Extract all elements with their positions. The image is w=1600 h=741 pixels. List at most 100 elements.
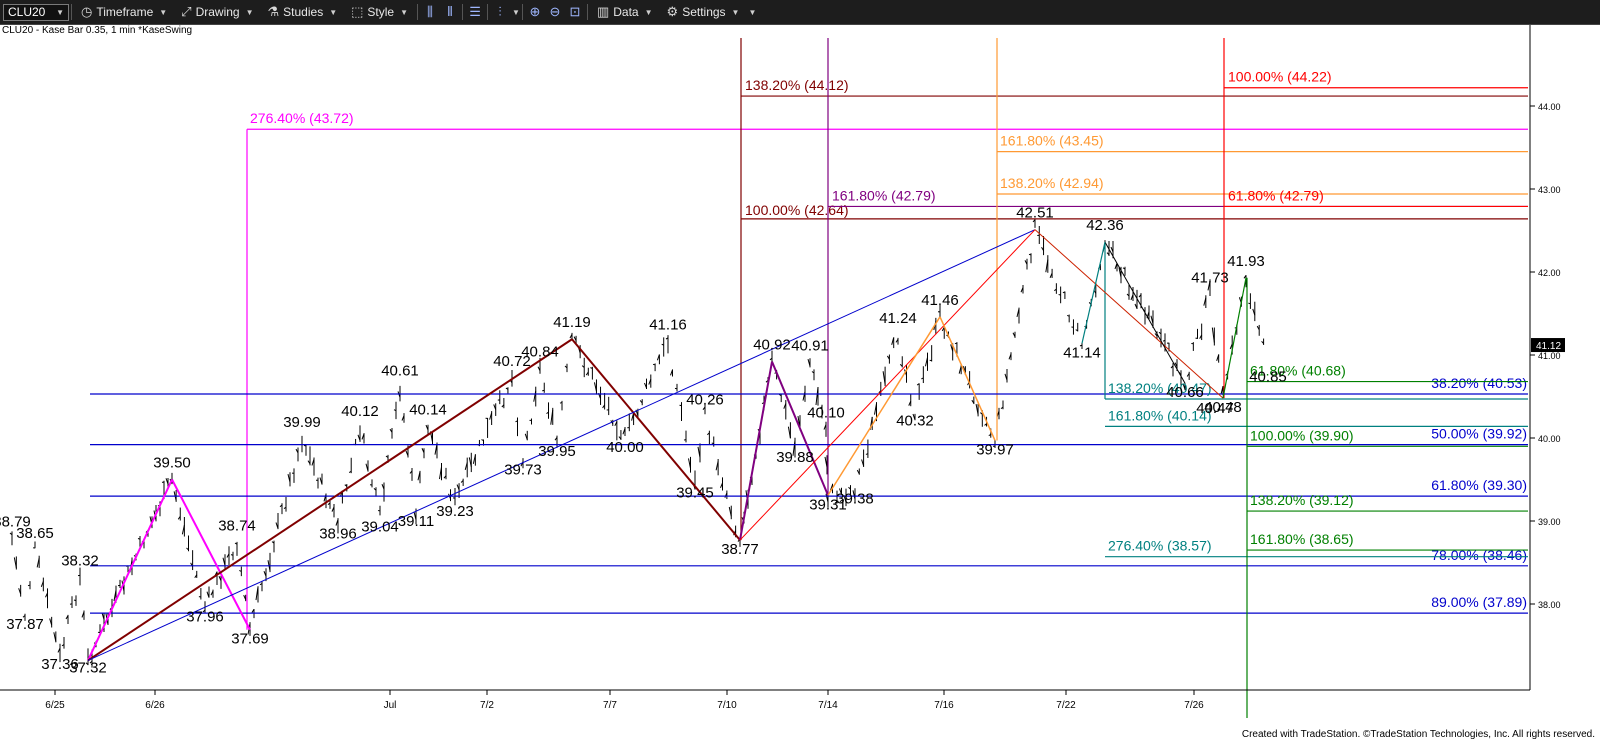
price-bar-tick bbox=[501, 404, 505, 408]
fib-level-label: 161.80% (43.45) bbox=[1000, 133, 1104, 149]
price-bar-tick bbox=[194, 574, 198, 579]
price-bar-tick bbox=[882, 371, 886, 385]
price-bar-tick bbox=[665, 337, 669, 340]
price-bar-tick bbox=[1118, 267, 1122, 278]
price-bar-tick bbox=[533, 390, 537, 402]
price-bar-tick bbox=[1032, 219, 1036, 223]
chevron-down-icon: ▼ bbox=[245, 7, 254, 17]
price-bar-tick bbox=[113, 590, 117, 601]
price-bars bbox=[9, 219, 1265, 668]
data-menu[interactable]: ▥ Data ▼ bbox=[590, 0, 660, 25]
expand-bars-icon[interactable]: ⫴ bbox=[447, 4, 453, 19]
swing-lines bbox=[87, 229, 1247, 662]
price-bar-tick bbox=[921, 377, 924, 380]
price-bar-tick bbox=[335, 519, 339, 526]
studies-menu[interactable]: ⚗ Studies ▼ bbox=[261, 0, 345, 25]
swing-point-label: 40.26 bbox=[686, 391, 724, 408]
swing-line bbox=[939, 316, 996, 441]
price-bar-tick bbox=[417, 471, 421, 481]
price-bar-tick bbox=[1049, 272, 1053, 279]
price-bar-tick bbox=[988, 434, 992, 437]
price-bar-tick bbox=[916, 383, 920, 386]
swing-point-label: 40.32 bbox=[896, 412, 934, 429]
timeframe-menu[interactable]: ◷ Timeframe ▼ bbox=[74, 0, 174, 25]
price-bar-tick bbox=[97, 631, 101, 634]
price-bar-tick bbox=[564, 365, 568, 369]
fib-level-label: 138.20% (42.94) bbox=[1000, 175, 1104, 191]
drawing-tool-icon: ⤢ bbox=[181, 4, 192, 19]
price-bar-tick bbox=[787, 426, 791, 439]
time-tick-label: 7/16 bbox=[934, 700, 954, 711]
price-bar-tick bbox=[385, 455, 389, 458]
price-bar-tick bbox=[1256, 325, 1260, 330]
price-bar-tick bbox=[1203, 297, 1207, 306]
price-bar-tick bbox=[962, 366, 966, 373]
price-bar-tick bbox=[137, 538, 141, 540]
swing-line bbox=[1222, 277, 1247, 399]
price-bar-tick bbox=[783, 403, 787, 409]
price-bar-tick bbox=[303, 444, 307, 447]
price-bar-tick bbox=[886, 355, 890, 360]
price-bar-tick bbox=[688, 458, 691, 469]
symbol-selector[interactable]: CLU20 ▼ bbox=[3, 3, 69, 21]
swing-point-label: 37.96 bbox=[186, 608, 224, 625]
price-bar-tick bbox=[648, 378, 652, 385]
style-menu[interactable]: ⬚ Style ▼ bbox=[344, 0, 415, 25]
time-tick-label: 7/2 bbox=[480, 700, 494, 711]
price-bar-tick bbox=[834, 501, 838, 504]
price-bar-tick bbox=[1162, 339, 1166, 342]
price-bar-tick bbox=[912, 413, 916, 421]
price-bar-tick bbox=[839, 488, 842, 495]
fib-level-label: 50.00% (39.92) bbox=[1431, 426, 1527, 442]
price-bar-tick bbox=[401, 415, 405, 421]
price-axis[interactable]: 38.00 39.00 40.00 41.00 42.00 43.00 44.00 41.12 bbox=[1529, 25, 1565, 690]
price-bar-tick bbox=[1186, 373, 1190, 377]
layout-icon[interactable]: ☰ bbox=[469, 4, 481, 19]
price-bar-tick bbox=[1054, 288, 1057, 292]
toolbar-divider bbox=[71, 4, 72, 20]
price-bar-tick bbox=[489, 412, 493, 420]
swing-point-label: 37.36 bbox=[41, 656, 79, 673]
price-bar-tick bbox=[802, 391, 806, 401]
price-bar-tick bbox=[856, 469, 860, 475]
price-bar-tick bbox=[1020, 287, 1024, 293]
time-axis[interactable]: 6/25 6/26 Jul 7/2 7/7 7/10 7/14 7/16 7/22 7/26 bbox=[0, 689, 1530, 711]
price-tick-label: 44.00 bbox=[1538, 102, 1561, 112]
chevron-down-icon: ▼ bbox=[731, 7, 740, 17]
swing-point-label: 40.91 bbox=[791, 337, 829, 354]
price-bar-tick bbox=[1134, 303, 1138, 309]
swing-point-label: 38.77 bbox=[721, 541, 759, 558]
price-bar-tick bbox=[13, 557, 17, 569]
price-bar-tick bbox=[283, 506, 287, 509]
price-bar-tick bbox=[1008, 353, 1012, 360]
chevron-down-icon[interactable]: ▼ bbox=[748, 7, 757, 17]
price-bar-tick bbox=[941, 327, 945, 332]
price-bar-tick bbox=[226, 553, 230, 558]
zoom-in-icon[interactable]: ⊕ bbox=[529, 4, 541, 19]
zoom-out-icon[interactable]: ⊖ bbox=[549, 4, 561, 19]
price-bar-tick bbox=[559, 401, 563, 404]
bar-type-icon[interactable]: ⫶ bbox=[498, 4, 502, 19]
toolbar-divider bbox=[487, 4, 489, 20]
price-bar-tick bbox=[874, 403, 877, 415]
compress-bars-icon[interactable]: ⫼ bbox=[427, 4, 434, 19]
price-bar-tick bbox=[1122, 267, 1126, 270]
price-bar-tick bbox=[49, 618, 53, 626]
drawing-menu[interactable]: ⤢ Drawing ▼ bbox=[174, 0, 260, 25]
price-bar-tick bbox=[1261, 340, 1264, 344]
price-bar-tick bbox=[57, 647, 61, 653]
price-bar-tick bbox=[65, 615, 69, 620]
price-bar-tick bbox=[1062, 291, 1066, 294]
zoom-fit-icon[interactable]: ⊡ bbox=[569, 4, 581, 19]
settings-menu[interactable]: ⚙ Settings ▼ bbox=[660, 0, 747, 25]
chevron-down-icon[interactable]: ▼ bbox=[512, 7, 520, 17]
copyright-footer: Created with TradeStation. ©TradeStation… bbox=[1241, 729, 1595, 740]
price-bar-tick bbox=[1220, 385, 1224, 395]
swing-point-label: 39.45 bbox=[676, 485, 714, 502]
price-bar-tick bbox=[27, 584, 31, 587]
price-bar-tick bbox=[1154, 333, 1158, 337]
price-bar-tick bbox=[464, 462, 468, 471]
swing-point-label: 39.38 bbox=[836, 490, 874, 507]
swing-point-label: 38.32 bbox=[61, 552, 99, 569]
